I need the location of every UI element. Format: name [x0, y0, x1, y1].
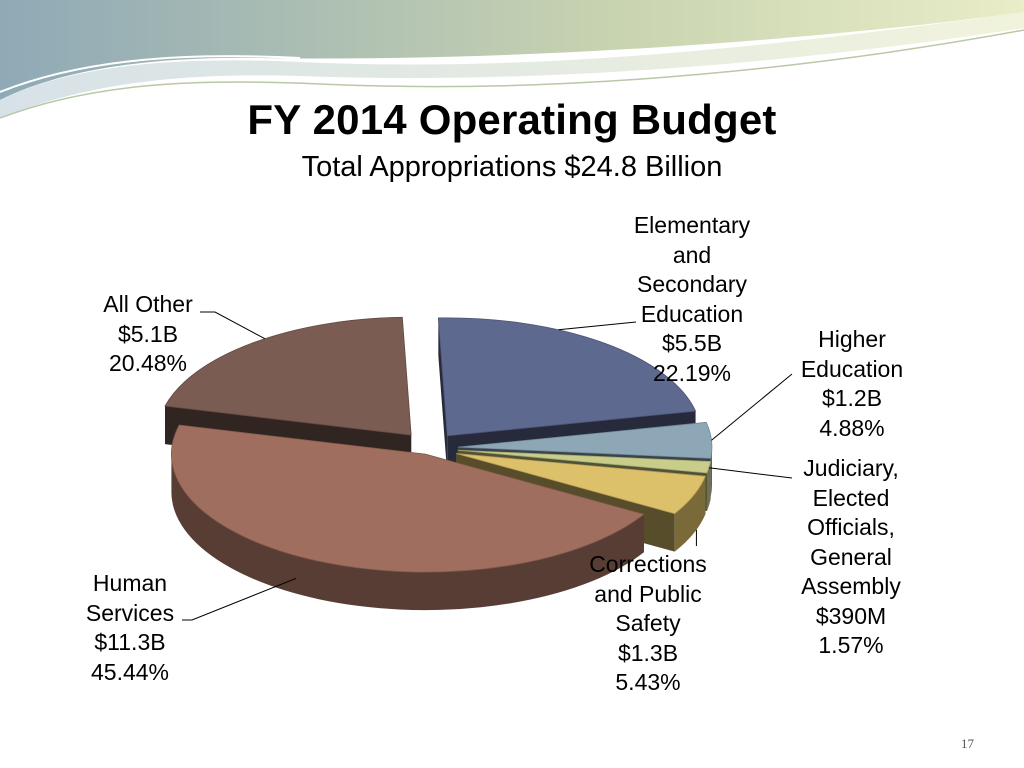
leader-line [708, 467, 793, 479]
pie-slice-side [171, 454, 644, 611]
label-name-line: Education [800, 355, 904, 382]
label-name-line: and [672, 241, 712, 268]
page-subtitle: Total Appropriations $24.8 Billion [301, 151, 723, 183]
label-higher-education: Higher Education $1.2B 4.88% [782, 325, 922, 443]
label-name-line: Higher [818, 326, 886, 352]
label-percent: 45.44% [90, 658, 169, 685]
label-percent: 5.43% [615, 669, 681, 695]
leader-line [182, 577, 297, 621]
pie-slice-all-other [164, 316, 412, 436]
leader-line [200, 311, 266, 340]
label-name-line: Services [85, 599, 175, 626]
label-judiciary: Judiciary, Elected Officials, General As… [776, 454, 926, 661]
pie-slice-wall [438, 317, 448, 474]
label-name-line: Assembly [801, 573, 901, 599]
label-name-line: Elected [812, 484, 890, 511]
label-corrections-public-safety: Corrections and Public Safety $1.3B 5.43… [568, 550, 728, 698]
label-name-line: Safety [615, 610, 681, 636]
label-percent: 4.88% [819, 414, 885, 441]
label-name-line: Corrections [589, 551, 707, 577]
pie-leader-lines [182, 311, 793, 621]
label-name-line: General [810, 543, 892, 570]
label-name-line: Judiciary, [803, 455, 899, 481]
pie-slice-side [674, 476, 706, 552]
label-name-line: Officials, [807, 514, 895, 540]
label-percent: 1.57% [818, 632, 884, 658]
label-name-line: Secondary [637, 271, 747, 297]
label-name-line: and Public [594, 580, 702, 607]
label-name-line: Elementary [633, 212, 751, 238]
label-name-line: Human [92, 570, 168, 596]
label-amount: $390M [815, 602, 887, 629]
label-human-services: Human Services $11.3B 45.44% [60, 569, 200, 687]
label-elementary-secondary-education: Elementary and Secondary Education $5.5B… [612, 211, 772, 388]
label-amount: $11.3B [94, 629, 166, 655]
header-swoosh-decoration [0, 0, 1024, 119]
label-name-line: Education [640, 300, 744, 327]
label-percent: 22.19% [652, 359, 731, 386]
label-amount: $5.5B [661, 330, 723, 356]
leader-line [711, 373, 793, 441]
pie-slice-higher-education [457, 421, 713, 459]
label-all-other: All Other $5.1B 20.48% [78, 290, 218, 379]
label-amount: $5.1B [117, 320, 179, 347]
page-title: FY 2014 Operating Budget [247, 96, 777, 143]
leader-line [558, 321, 637, 331]
pie-slice-judiciary-elected-officials-general-assembly [457, 449, 712, 474]
label-amount: $1.3B [617, 639, 679, 666]
pie-slice-side [710, 447, 712, 497]
pie-tops [164, 316, 713, 573]
label-amount: $1.2B [821, 385, 883, 411]
page-number: 17 [961, 736, 974, 751]
pie-slice-elementary-and-secondary-education [437, 317, 697, 437]
label-percent: 20.48% [108, 350, 187, 376]
pie-slice-human-services [171, 424, 645, 573]
label-name-line: All Other [103, 291, 193, 317]
pie-slice-corrections-and-public-safety [456, 453, 706, 515]
pie-slice-side [706, 461, 711, 511]
